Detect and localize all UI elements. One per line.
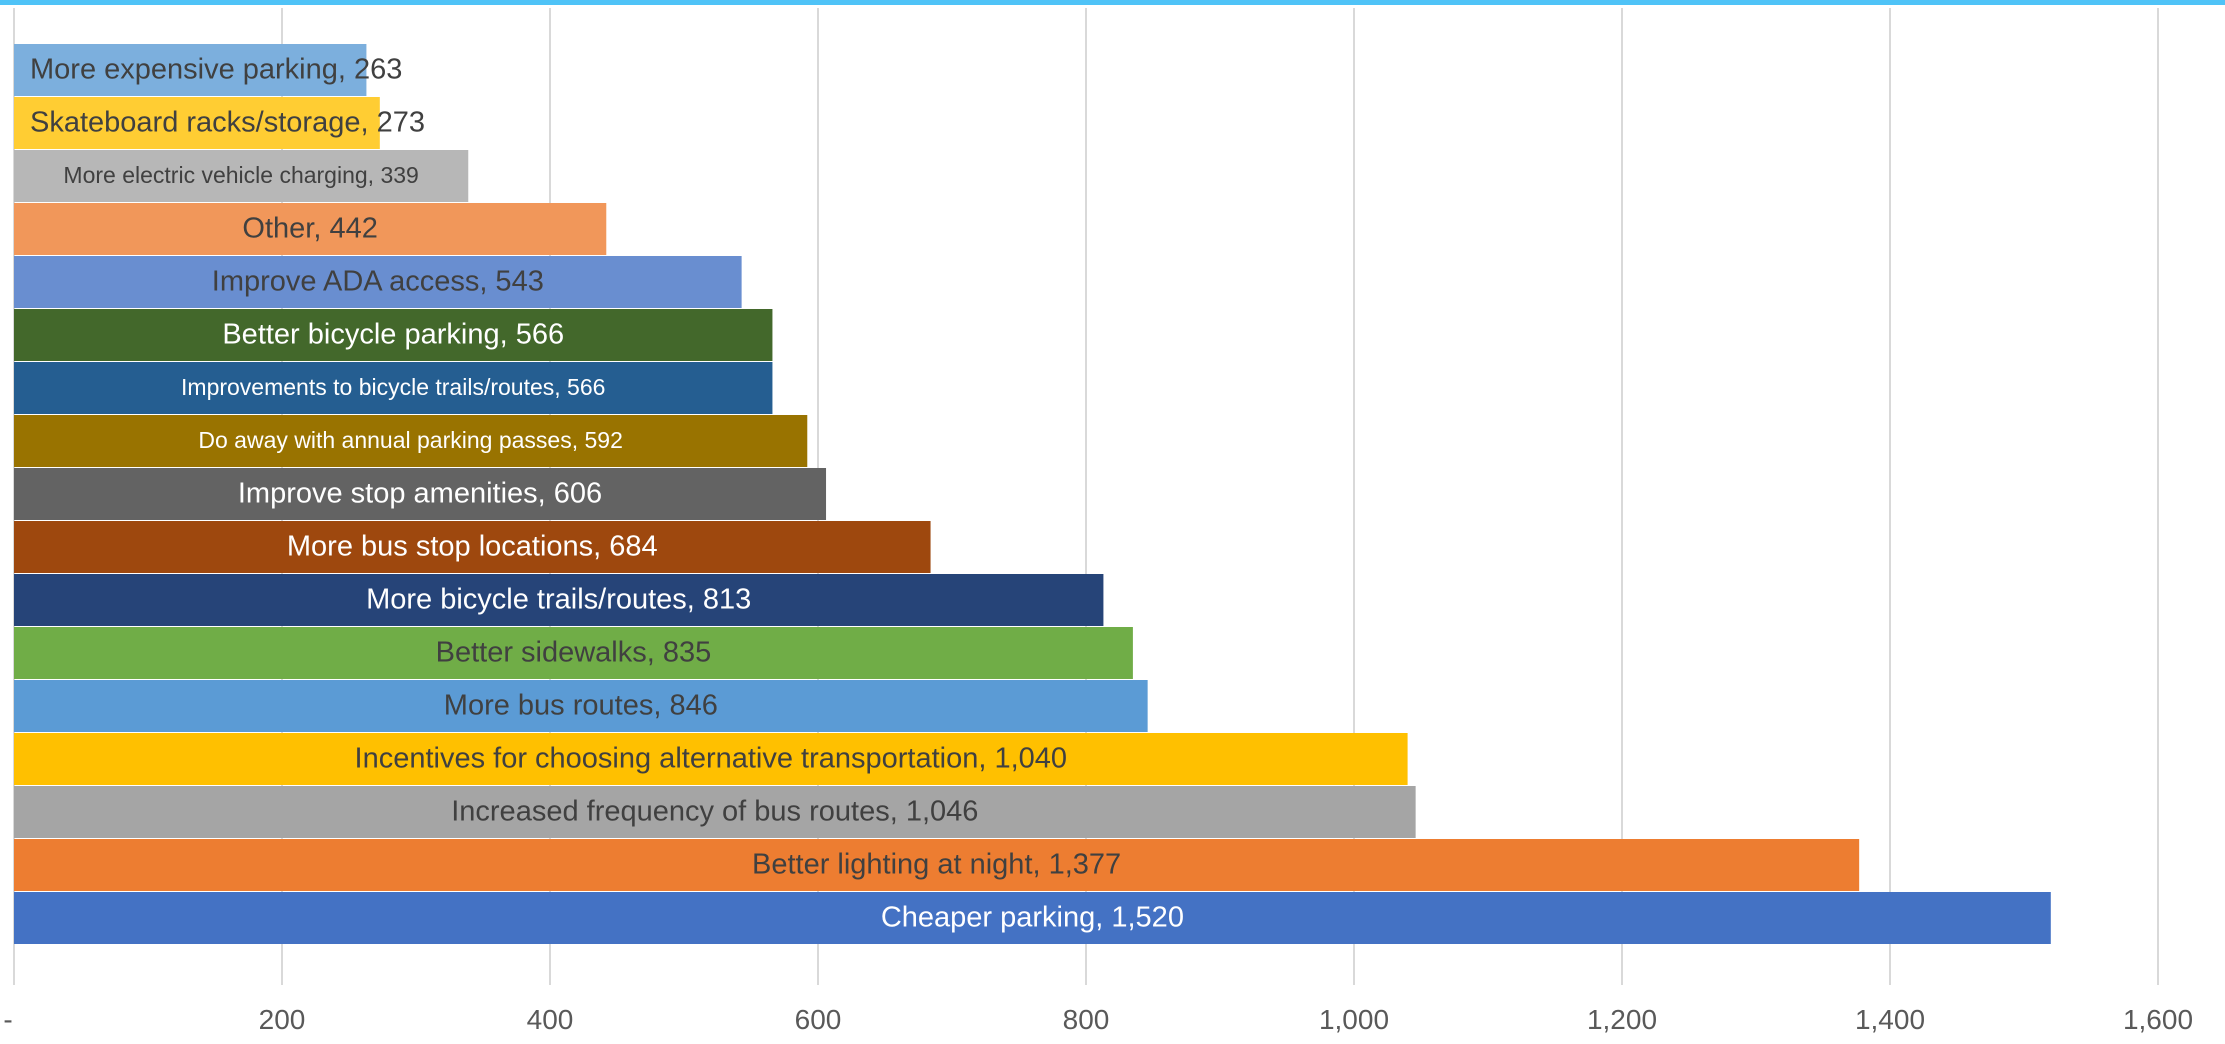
x-tick-label: 200 <box>259 1004 306 1035</box>
bar-data-label: Better lighting at night, 1,377 <box>752 849 1121 881</box>
bar <box>14 150 469 202</box>
bar <box>14 786 1416 838</box>
bar <box>14 468 827 520</box>
bar-data-label: Increased frequency of bus routes, 1,046 <box>451 796 978 828</box>
bar-data-label: More bicycle trails/routes, 813 <box>366 584 751 616</box>
bar <box>14 892 2051 944</box>
bar-data-label: More bus routes, 846 <box>444 690 718 722</box>
data-labels: Cheaper parking, 1,520 Better lighting at… <box>30 54 1184 934</box>
bar <box>14 362 773 414</box>
x-tick-label: 1,200 <box>1587 1004 1657 1035</box>
x-axis-ticks: - 200 400 600 800 1,000 1,200 1,400 1,600 <box>3 1004 2193 1035</box>
bar-data-label: Better bicycle parking, 566 <box>222 319 564 351</box>
bar-data-label: More electric vehicle charging, 339 <box>63 162 418 188</box>
x-tick-label: 400 <box>527 1004 574 1035</box>
bars <box>14 44 2051 944</box>
bar-data-label: More expensive parking, 263 <box>30 54 402 86</box>
x-tick-label: 600 <box>795 1004 842 1035</box>
top-accent-bar <box>0 0 2225 5</box>
bar-data-label: Improve ADA access, 543 <box>212 266 544 298</box>
bar-data-label: Skateboard racks/storage, 273 <box>30 107 425 139</box>
bar <box>14 415 808 467</box>
bar-data-label: Cheaper parking, 1,520 <box>881 902 1184 934</box>
bar-data-label: Better sidewalks, 835 <box>436 637 712 669</box>
bar-data-label: Other, 442 <box>242 213 377 245</box>
bar <box>14 256 742 308</box>
bar-data-label: Incentives for choosing alternative tran… <box>355 743 1068 775</box>
bar <box>14 203 607 255</box>
bar <box>14 839 1860 891</box>
x-tick-label: 1,000 <box>1319 1004 1389 1035</box>
x-tick-label: 800 <box>1063 1004 1110 1035</box>
x-tick-label: 1,400 <box>1855 1004 1925 1035</box>
bar <box>14 627 1133 679</box>
bar <box>14 521 931 573</box>
x-tick-label: 1,600 <box>2123 1004 2193 1035</box>
bar-data-label: Improvements to bicycle trails/routes, 5… <box>181 374 605 400</box>
x-tick-label: - <box>3 1004 12 1035</box>
bar-data-label: Do away with annual parking passes, 592 <box>198 427 622 453</box>
bar <box>14 309 773 361</box>
bar <box>14 733 1408 785</box>
bar <box>14 97 380 149</box>
bar <box>14 680 1148 732</box>
bar-data-label: More bus stop locations, 684 <box>287 531 658 563</box>
bar <box>14 44 367 96</box>
bar-data-label: Improve stop amenities, 606 <box>238 478 602 510</box>
bar <box>14 574 1104 626</box>
